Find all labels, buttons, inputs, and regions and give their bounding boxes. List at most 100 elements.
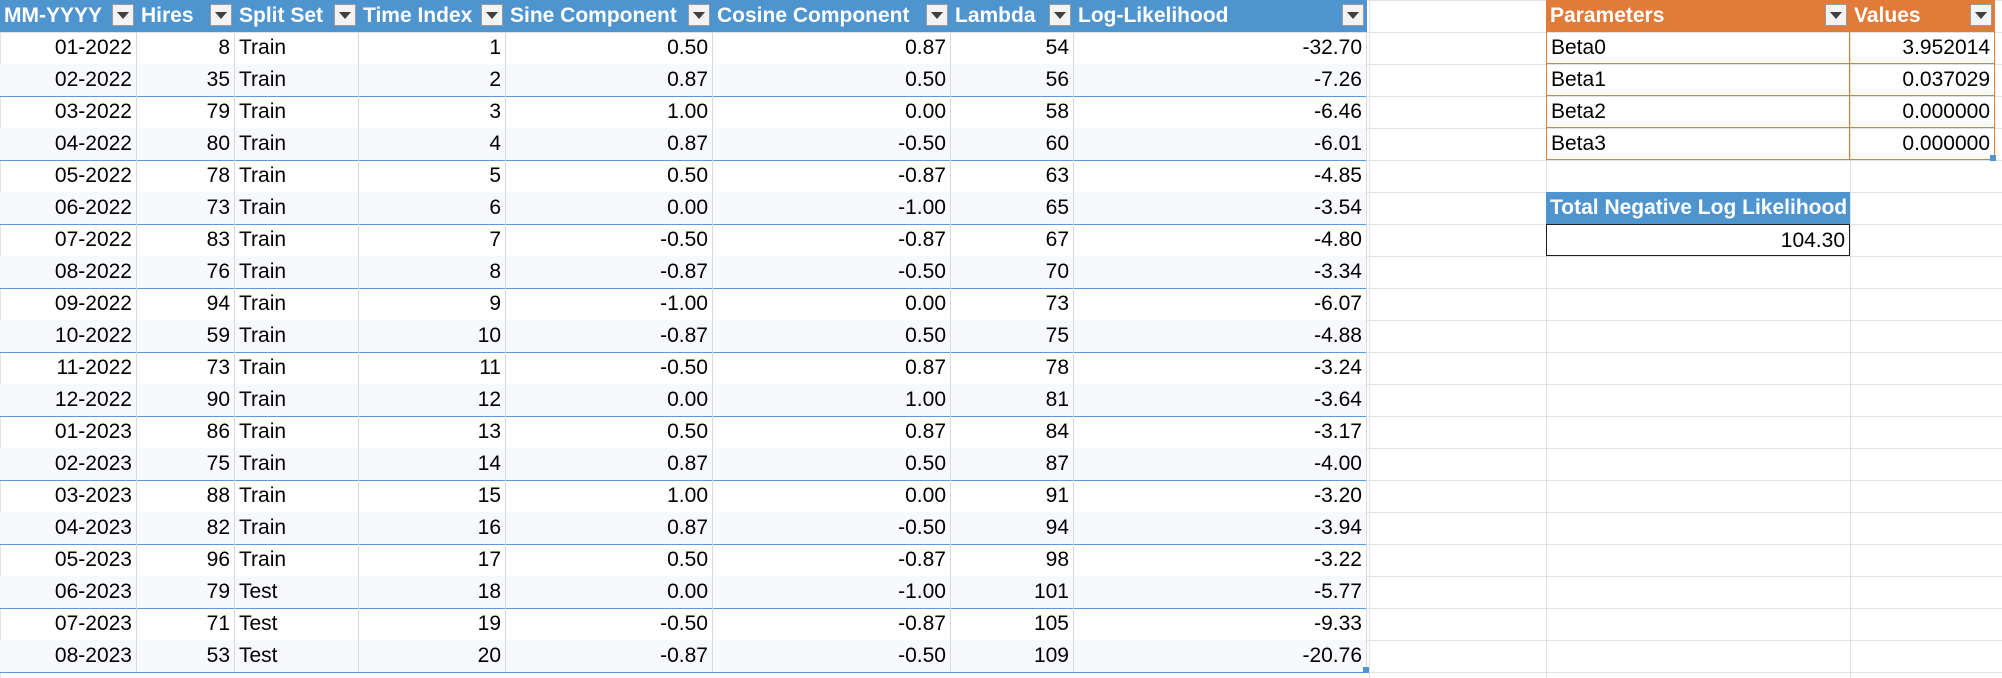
column-header[interactable]: Cosine Component	[713, 0, 951, 32]
table-cell[interactable]: 88	[137, 480, 235, 512]
table-cell[interactable]: 80	[137, 128, 235, 160]
table-cell[interactable]: -0.87	[713, 608, 951, 640]
table-cell[interactable]: 2	[359, 64, 506, 96]
table-cell[interactable]: Train	[235, 512, 359, 544]
table-cell[interactable]: 8	[137, 32, 235, 64]
table-cell[interactable]: 15	[359, 480, 506, 512]
table-cell[interactable]: 10-2022	[0, 320, 137, 352]
column-header[interactable]: Sine Component	[506, 0, 713, 32]
table-cell[interactable]: Test	[235, 640, 359, 672]
parameter-name-cell[interactable]: Beta0	[1546, 32, 1850, 64]
table-cell[interactable]: 06-2022	[0, 192, 137, 224]
table-cell[interactable]: 6	[359, 192, 506, 224]
table-cell[interactable]: 1.00	[506, 96, 713, 128]
table-cell[interactable]: Train	[235, 64, 359, 96]
table-cell[interactable]: 0.87	[506, 448, 713, 480]
table-cell[interactable]: 35	[137, 64, 235, 96]
table-cell[interactable]: 109	[951, 640, 1074, 672]
table-cell[interactable]: Train	[235, 96, 359, 128]
table-cell[interactable]: 60	[951, 128, 1074, 160]
table-cell[interactable]: -1.00	[713, 192, 951, 224]
table-cell[interactable]: Train	[235, 448, 359, 480]
table-cell[interactable]: 0.87	[713, 32, 951, 64]
table-cell[interactable]: 96	[137, 544, 235, 576]
column-header[interactable]: Parameters	[1546, 0, 1850, 32]
filter-dropdown-icon[interactable]	[481, 4, 503, 26]
table-cell[interactable]: 0.87	[506, 64, 713, 96]
table-cell[interactable]: 78	[137, 160, 235, 192]
table-cell[interactable]: -4.00	[1074, 448, 1367, 480]
table-cell[interactable]: 84	[951, 416, 1074, 448]
table-cell[interactable]: -0.50	[713, 128, 951, 160]
table-cell[interactable]: 91	[951, 480, 1074, 512]
filter-dropdown-icon[interactable]	[210, 4, 232, 26]
column-header[interactable]: Hires	[137, 0, 235, 32]
table-cell[interactable]: 19	[359, 608, 506, 640]
table-cell[interactable]: 1.00	[506, 480, 713, 512]
table-cell[interactable]: -9.33	[1074, 608, 1367, 640]
table-cell[interactable]: 3	[359, 96, 506, 128]
table-cell[interactable]: 0.87	[506, 512, 713, 544]
table-cell[interactable]: -3.34	[1074, 256, 1367, 288]
table-cell[interactable]: Train	[235, 192, 359, 224]
table-cell[interactable]: 07-2023	[0, 608, 137, 640]
table-cell[interactable]: 0.50	[506, 160, 713, 192]
table-cell[interactable]: Train	[235, 320, 359, 352]
table-cell[interactable]: 82	[137, 512, 235, 544]
table-cell[interactable]: 76	[137, 256, 235, 288]
table-cell[interactable]: 75	[137, 448, 235, 480]
filter-dropdown-icon[interactable]	[926, 4, 948, 26]
filter-dropdown-icon[interactable]	[1970, 4, 1992, 26]
table-cell[interactable]: 58	[951, 96, 1074, 128]
parameter-value-cell[interactable]: 3.952014	[1850, 32, 1995, 64]
table-cell[interactable]: Train	[235, 256, 359, 288]
table-cell[interactable]: -3.64	[1074, 384, 1367, 416]
filter-dropdown-icon[interactable]	[334, 4, 356, 26]
table-cell[interactable]: 09-2022	[0, 288, 137, 320]
parameter-value-cell[interactable]: 0.000000	[1850, 96, 1995, 128]
table-resize-handle[interactable]	[1990, 155, 1996, 161]
table-cell[interactable]: 9	[359, 288, 506, 320]
table-cell[interactable]: 0.50	[506, 32, 713, 64]
table-cell[interactable]: 03-2023	[0, 480, 137, 512]
table-cell[interactable]: 65	[951, 192, 1074, 224]
table-cell[interactable]: 0.50	[713, 448, 951, 480]
table-cell[interactable]: -6.46	[1074, 96, 1367, 128]
table-cell[interactable]: -20.76	[1074, 640, 1367, 672]
parameter-name-cell[interactable]: Beta2	[1546, 96, 1850, 128]
table-cell[interactable]: Train	[235, 128, 359, 160]
table-cell[interactable]: Train	[235, 384, 359, 416]
filter-dropdown-icon[interactable]	[1049, 4, 1071, 26]
table-cell[interactable]: 56	[951, 64, 1074, 96]
total-value-cell[interactable]: 104.30	[1546, 224, 1850, 256]
table-cell[interactable]: 63	[951, 160, 1074, 192]
table-cell[interactable]: Train	[235, 288, 359, 320]
table-cell[interactable]: -4.85	[1074, 160, 1367, 192]
table-cell[interactable]: 75	[951, 320, 1074, 352]
table-cell[interactable]: -6.01	[1074, 128, 1367, 160]
filter-dropdown-icon[interactable]	[1342, 4, 1364, 26]
table-cell[interactable]: 13	[359, 416, 506, 448]
table-cell[interactable]: 53	[137, 640, 235, 672]
table-cell[interactable]: -0.50	[506, 608, 713, 640]
table-cell[interactable]: 94	[137, 288, 235, 320]
column-header[interactable]: Log-Likelihood	[1074, 0, 1367, 32]
table-cell[interactable]: -6.07	[1074, 288, 1367, 320]
table-cell[interactable]: -0.87	[713, 224, 951, 256]
table-cell[interactable]: 81	[951, 384, 1074, 416]
table-cell[interactable]: 70	[951, 256, 1074, 288]
table-cell[interactable]: 0.50	[713, 320, 951, 352]
column-header[interactable]: Lambda	[951, 0, 1074, 32]
table-cell[interactable]: 05-2023	[0, 544, 137, 576]
table-cell[interactable]: -1.00	[506, 288, 713, 320]
table-cell[interactable]: 0.87	[713, 352, 951, 384]
parameter-value-cell[interactable]: 0.037029	[1850, 64, 1995, 96]
table-cell[interactable]: -3.22	[1074, 544, 1367, 576]
table-cell[interactable]: 11	[359, 352, 506, 384]
table-cell[interactable]: 5	[359, 160, 506, 192]
table-cell[interactable]: 01-2022	[0, 32, 137, 64]
table-cell[interactable]: 08-2023	[0, 640, 137, 672]
table-cell[interactable]: Train	[235, 32, 359, 64]
column-header[interactable]: Values	[1850, 0, 1995, 32]
table-cell[interactable]: -1.00	[713, 576, 951, 608]
